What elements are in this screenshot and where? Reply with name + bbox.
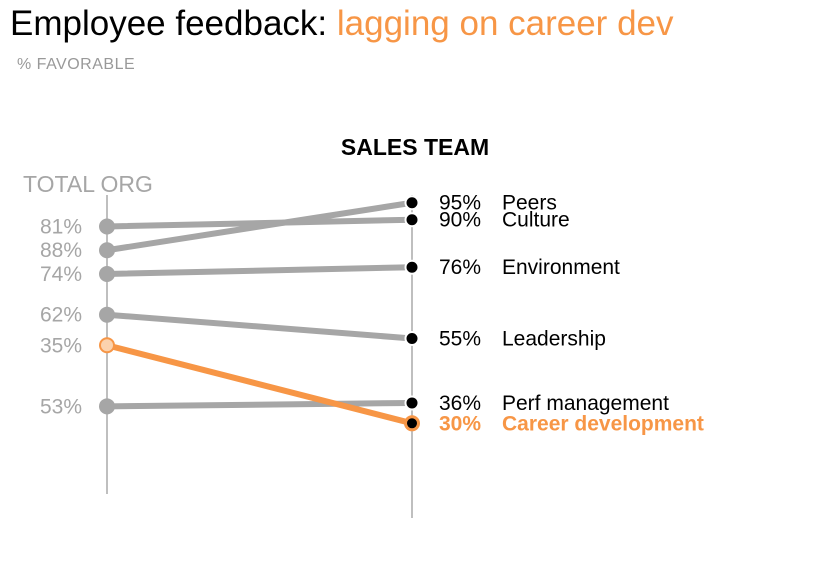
left-value-label-career-development: 35% [40,334,82,357]
series-label-peers: Peers [502,192,557,215]
left-value-label-perf-management: 53% [40,395,82,418]
left-dot-leadership [99,306,115,323]
left-dot-environment [99,265,115,282]
slope-line-environment [104,264,415,277]
right-dot-leadership [404,330,420,346]
right-value-label-career-development: 30% [439,412,481,435]
series-label-career-development: Career development [502,412,704,435]
slope-line-leadership [104,311,415,342]
right-dot-career-development [404,415,420,432]
title-prefix: Employee feedback: [10,4,337,43]
series-label-culture: Culture [502,209,570,232]
right-value-label-environment: 76% [439,256,481,279]
right-dot-peers [404,195,420,211]
left-dot-culture [99,218,115,235]
left-dot-perf-management [99,398,115,415]
left-axis-title: TOTAL ORG [23,171,153,197]
right-value-label-leadership: 55% [439,327,481,350]
chart-subtitle: % FAVORABLE [17,56,136,73]
right-dot-environment [404,259,420,275]
right-value-label-peers: 95% [439,192,481,215]
left-dot-peers [99,242,115,259]
left-value-label-culture: 81% [40,215,82,238]
right-dot-perf-management [404,395,420,411]
title-highlight: lagging on career dev [336,4,674,43]
right-value-label-culture: 90% [439,209,481,232]
series-label-perf-management: Perf management [502,392,669,415]
right-axis-title: SALES TEAM [341,134,489,160]
left-dot-career-development [99,337,115,354]
slope-line-peers [104,199,415,254]
slope-line-career-development [104,342,415,427]
left-value-label-peers: 88% [40,239,82,262]
right-value-label-perf-management: 36% [439,392,481,415]
left-value-label-leadership: 62% [40,304,82,327]
series-label-environment: Environment [502,256,620,279]
chart-marks: 88% 95% Peers 81% 90% Culture 74% 76% Environmen… [40,192,704,436]
series-label-leadership: Leadership [502,327,606,350]
left-value-label-environment: 74% [40,263,82,286]
slope-line-culture [104,216,415,230]
chart-title: Employee feedback: lagging on career dev [10,4,674,44]
slope-line-perf-management [104,399,415,410]
right-dot-culture [404,212,420,228]
